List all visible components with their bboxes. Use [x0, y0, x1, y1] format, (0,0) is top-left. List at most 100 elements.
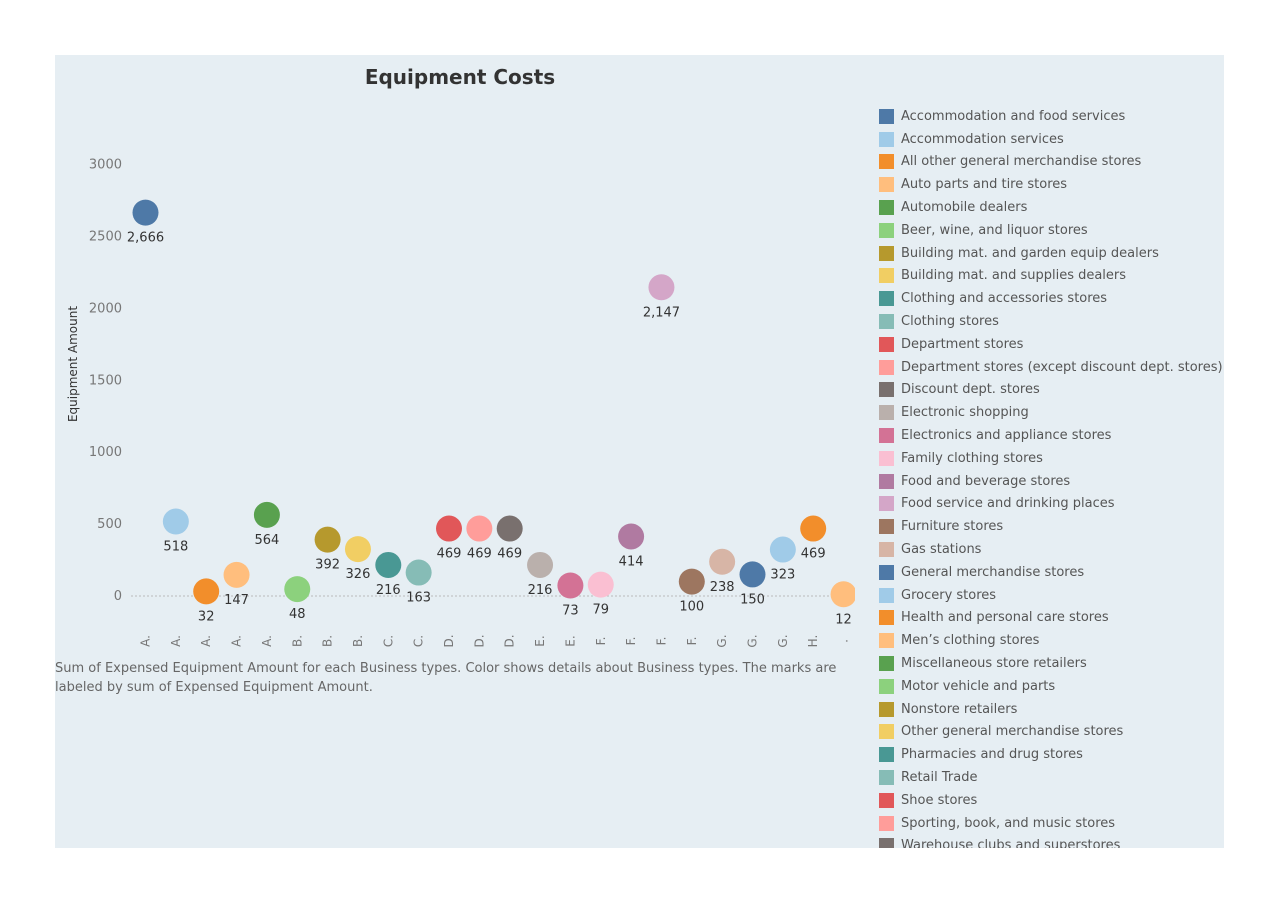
legend-item[interactable]: General merchandise stores	[879, 561, 1224, 584]
legend-swatch	[879, 747, 894, 763]
legend-item[interactable]: Miscellaneous store retailers	[879, 652, 1224, 675]
legend-swatch	[879, 314, 894, 330]
legend-item[interactable]: Clothing and accessories stores	[879, 287, 1224, 310]
legend-swatch	[879, 656, 894, 672]
data-point	[648, 274, 675, 301]
data-label: 469	[801, 547, 826, 562]
x-tick-label: H.	[806, 635, 820, 648]
legend-label: Pharmacies and drug stores	[901, 747, 1083, 763]
legend-swatch	[879, 838, 894, 848]
x-tick-label: A.	[260, 635, 274, 647]
legend-item[interactable]: Building mat. and garden equip dealers	[879, 242, 1224, 265]
legend-item[interactable]: Family clothing stores	[879, 447, 1224, 470]
data-label: 32	[198, 609, 215, 624]
legend-label: Building mat. and garden equip dealers	[901, 245, 1159, 261]
legend-label: Food and beverage stores	[901, 473, 1071, 489]
y-tick-label: 1000	[89, 445, 122, 460]
legend: Accommodation and food services Accommoda…	[879, 105, 1224, 848]
legend-swatch	[879, 724, 894, 740]
legend-swatch	[879, 359, 894, 375]
chart-caption: Sum of Expensed Equipment Amount for eac…	[55, 659, 845, 697]
legend-swatch	[879, 177, 894, 193]
legend-item[interactable]: Electronic shopping	[879, 401, 1224, 424]
legend-swatch	[879, 587, 894, 603]
legend-swatch	[879, 428, 894, 444]
y-tick-label: 1500	[89, 373, 122, 388]
legend-item[interactable]: Building mat. and supplies dealers	[879, 265, 1224, 288]
legend-swatch	[879, 405, 894, 421]
x-tick-label: E.	[533, 635, 547, 646]
y-tick-label: 2000	[89, 301, 122, 316]
x-tick-label: B.	[351, 635, 365, 647]
legend-label: Shoe stores	[901, 792, 978, 808]
legend-item[interactable]: Food and beverage stores	[879, 470, 1224, 493]
legend-item[interactable]: Health and personal care stores	[879, 607, 1224, 630]
legend-item[interactable]: Automobile dealers	[879, 196, 1224, 219]
legend-swatch	[879, 268, 894, 284]
data-label: 323	[770, 568, 795, 583]
data-point	[253, 501, 280, 528]
legend-label: Clothing and accessories stores	[901, 291, 1108, 307]
legend-swatch	[879, 200, 894, 216]
legend-swatch	[879, 564, 894, 580]
legend-item[interactable]: Department stores	[879, 333, 1224, 356]
legend-item[interactable]: Auto parts and tire stores	[879, 173, 1224, 196]
x-tick-label: F.	[685, 637, 699, 646]
legend-label: Automobile dealers	[901, 200, 1028, 216]
data-point	[496, 515, 523, 542]
legend-swatch	[879, 792, 894, 808]
legend-label: Miscellaneous store retailers	[901, 656, 1087, 672]
legend-swatch	[879, 496, 894, 512]
data-label: 469	[467, 547, 492, 562]
data-point	[314, 526, 341, 553]
x-tick-label: G.	[776, 634, 790, 647]
legend-swatch	[879, 245, 894, 261]
data-label: 216	[376, 583, 401, 598]
legend-item[interactable]: Discount dept. stores	[879, 379, 1224, 402]
legend-item[interactable]: Other general merchandise stores	[879, 721, 1224, 744]
legend-item[interactable]: Electronics and appliance stores	[879, 424, 1224, 447]
legend-swatch	[879, 678, 894, 694]
legend-item[interactable]: Shoe stores	[879, 789, 1224, 812]
data-point	[557, 572, 584, 599]
legend-item[interactable]: Accommodation and food services	[879, 105, 1224, 128]
data-label: 48	[289, 607, 306, 622]
legend-item[interactable]: Accommodation services	[879, 128, 1224, 151]
legend-item[interactable]: All other general merchandise stores	[879, 151, 1224, 174]
data-label: 326	[346, 567, 371, 582]
legend-item[interactable]: Retail Trade	[879, 766, 1224, 789]
x-tick-label: C.	[381, 635, 395, 647]
data-label: 238	[710, 580, 735, 595]
legend-item[interactable]: Gas stations	[879, 538, 1224, 561]
legend-item[interactable]: Beer, wine, and liquor stores	[879, 219, 1224, 242]
legend-item[interactable]: Grocery stores	[879, 584, 1224, 607]
legend-label: All other general merchandise stores	[901, 154, 1142, 170]
x-tick-label: B.	[290, 635, 304, 647]
legend-item[interactable]: Warehouse clubs and superstores	[879, 835, 1224, 848]
legend-item[interactable]: Men’s clothing stores	[879, 629, 1224, 652]
legend-item[interactable]: Sporting, book, and music stores	[879, 812, 1224, 835]
data-point	[375, 551, 402, 578]
x-tick-label: E.	[563, 635, 577, 646]
legend-label: Retail Trade	[901, 770, 978, 785]
legend-item[interactable]: Nonstore retailers	[879, 698, 1224, 721]
data-label: 469	[437, 547, 462, 562]
legend-label: Beer, wine, and liquor stores	[901, 222, 1088, 238]
legend-label: Health and personal care stores	[901, 610, 1109, 626]
legend-label: Department stores	[901, 336, 1024, 352]
legend-item[interactable]: Clothing stores	[879, 310, 1224, 333]
legend-item[interactable]: Food service and drinking places	[879, 493, 1224, 516]
y-tick-label: 2500	[89, 230, 122, 245]
legend-item[interactable]: Department stores (except discount dept.…	[879, 356, 1224, 379]
viz-panel: 0 500 1000 1500 2000 2500 3000 Equipment Amount…	[55, 55, 1224, 848]
data-point	[344, 536, 371, 563]
x-tick-label: A.	[169, 635, 183, 647]
data-point	[830, 581, 855, 608]
legend-swatch	[879, 542, 894, 558]
legend-item[interactable]: Motor vehicle and parts	[879, 675, 1224, 698]
legend-label: Other general merchandise stores	[901, 724, 1124, 740]
legend-item[interactable]: Furniture stores	[879, 515, 1224, 538]
legend-label: Accommodation and food services	[901, 108, 1126, 124]
legend-item[interactable]: Pharmacies and drug stores	[879, 743, 1224, 766]
data-label: 392	[315, 558, 340, 573]
